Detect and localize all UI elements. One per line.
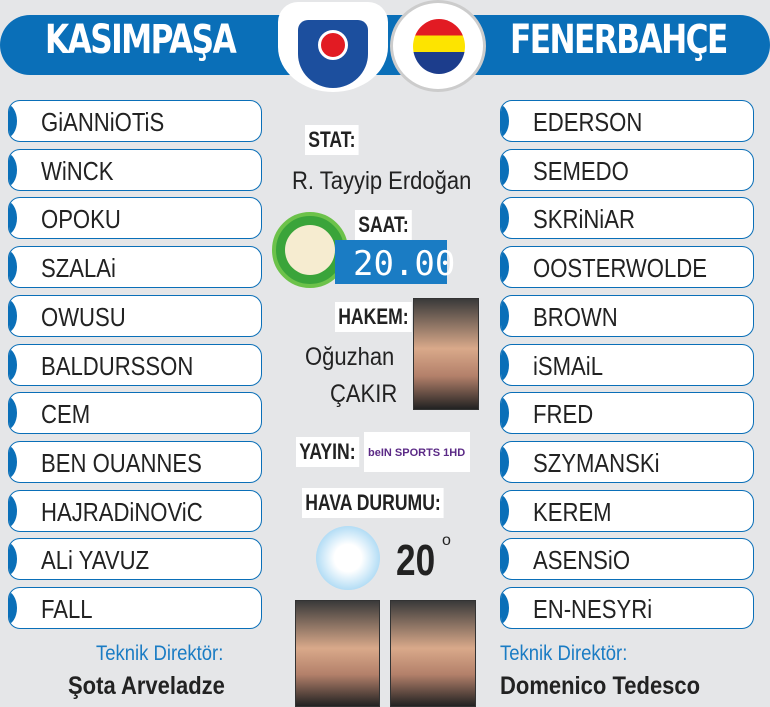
match-time: 20.00 xyxy=(353,244,456,284)
player-name: HAJRADiNOViC xyxy=(41,496,203,527)
broadcast-label: YAYIN: xyxy=(296,437,359,467)
player-name: BALDURSSON xyxy=(41,350,194,381)
home-player-row: FALL xyxy=(8,587,262,629)
home-player-row: SZALAi xyxy=(8,246,262,289)
player-name: OPOKU xyxy=(41,204,121,235)
away-coach-photo xyxy=(390,600,476,707)
home-player-row: BALDURSSON xyxy=(8,343,262,386)
home-player-row: HAJRADiNOViC xyxy=(8,489,262,532)
home-player-row: WiNCK xyxy=(8,148,262,191)
player-name: BROWN xyxy=(533,301,618,332)
temperature: 20 xyxy=(396,536,436,585)
stadium-name: R. Tayyip Erdoğan xyxy=(292,167,472,195)
home-player-row: ALi YAVUZ xyxy=(8,538,262,581)
player-name: EDERSON xyxy=(533,107,643,137)
player-name: GiANNiOTiS xyxy=(41,107,165,137)
away-player-row: SKRiNiAR xyxy=(500,197,754,240)
home-player-row: CEM xyxy=(8,392,262,435)
away-coach-label: Teknik Direktör: xyxy=(500,642,628,665)
home-player-row: GiANNiOTiS xyxy=(8,100,262,142)
home-team-name: KASIMPAŞA xyxy=(45,17,237,63)
away-player-row: KEREM xyxy=(500,489,754,532)
fenerbahce-logo xyxy=(390,0,486,92)
away-player-row: iSMAiL xyxy=(500,343,754,386)
player-name: SZYMANSKi xyxy=(533,447,660,478)
time-label: SAAT: xyxy=(355,210,412,240)
player-name: KEREM xyxy=(533,496,612,527)
player-name: OWUSU xyxy=(41,301,126,332)
cloud-icon xyxy=(316,526,380,590)
player-name: ALi YAVUZ xyxy=(41,545,150,576)
player-name: EN-NESYRi xyxy=(533,594,653,624)
away-player-row: SEMEDO xyxy=(500,148,754,191)
away-player-row: BROWN xyxy=(500,294,754,337)
player-name: WiNCK xyxy=(41,155,114,186)
home-coach-label: Teknik Direktör: xyxy=(96,642,224,665)
time-box: 20.00 xyxy=(335,240,455,284)
player-name: BEN OUANNES xyxy=(41,447,202,478)
away-player-row: FRED xyxy=(500,392,754,435)
referee-label: HAKEM: xyxy=(335,302,412,332)
home-player-row: BEN OUANNES xyxy=(8,440,262,483)
away-team-name: FENERBAHÇE xyxy=(510,17,728,63)
home-player-row: OPOKU xyxy=(8,197,262,240)
stadium-label: STAT: xyxy=(305,125,359,155)
away-player-row: ASENSiO xyxy=(500,538,754,581)
player-name: iSMAiL xyxy=(533,350,604,381)
player-name: OOSTERWOLDE xyxy=(533,253,707,284)
referee-last-name: ÇAKIR xyxy=(330,380,398,408)
referee-first-name: Oğuzhan xyxy=(305,343,395,371)
player-name: SKRiNiAR xyxy=(533,204,635,235)
bein-sports-logo: beIN SPORTS 1HD xyxy=(364,432,470,472)
away-player-row: EDERSON xyxy=(500,100,754,142)
player-name: ASENSiO xyxy=(533,545,631,576)
player-name: FALL xyxy=(41,594,93,624)
home-coach-photo xyxy=(295,600,380,707)
weather-label: HAVA DURUMU: xyxy=(302,488,444,518)
away-player-row: EN-NESYRi xyxy=(500,587,754,629)
player-name: CEM xyxy=(41,399,91,430)
home-player-row: OWUSU xyxy=(8,294,262,337)
away-player-row: OOSTERWOLDE xyxy=(500,246,754,289)
degree-symbol: o xyxy=(442,532,451,549)
away-coach-name: Domenico Tedesco xyxy=(500,672,701,700)
kasimpasa-logo xyxy=(278,2,388,92)
player-name: FRED xyxy=(533,399,594,430)
away-player-row: SZYMANSKi xyxy=(500,440,754,483)
home-coach-name: Şota Arveladze xyxy=(68,672,225,700)
referee-photo xyxy=(413,298,479,410)
player-name: SZALAi xyxy=(41,253,116,284)
player-name: SEMEDO xyxy=(533,155,629,186)
